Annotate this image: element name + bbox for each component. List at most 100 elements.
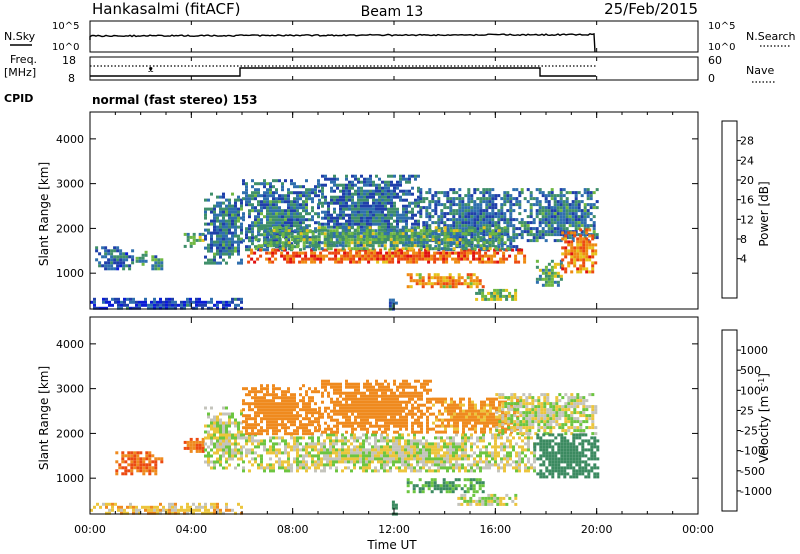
heatmap-cell <box>272 426 275 430</box>
heatmap-cell <box>386 433 389 437</box>
heatmap-cell <box>353 241 357 245</box>
heatmap-cell <box>467 232 471 236</box>
heatmap-cell <box>139 451 143 455</box>
heatmap-cell <box>210 219 213 223</box>
heatmap-cell <box>257 188 260 192</box>
heatmap-cell <box>186 300 189 304</box>
heatmap-cell <box>299 226 303 230</box>
heatmap-cell <box>360 243 363 247</box>
heatmap-cell <box>482 451 485 455</box>
heatmap-cell <box>475 297 479 301</box>
heatmap-cell <box>354 382 357 386</box>
heatmap-cell <box>494 442 497 446</box>
heatmap-cell <box>251 242 254 246</box>
heatmap-cell <box>556 209 560 213</box>
heatmap-cell <box>427 276 431 280</box>
heatmap-cell <box>491 454 494 458</box>
heatmap-cell <box>366 394 369 398</box>
heatmap-cell <box>482 215 486 219</box>
heatmap-cell <box>348 382 351 386</box>
heatmap-cell <box>311 218 314 222</box>
heatmap-cell <box>254 235 258 239</box>
heatmap-cell <box>425 224 429 228</box>
heatmap-cell <box>455 209 459 213</box>
heatmap-cell <box>135 303 138 307</box>
heatmap-cell <box>165 300 168 304</box>
heatmap-cell <box>219 454 222 458</box>
heatmap-cell <box>419 244 423 248</box>
noise-left-tick-top: 10^5 <box>52 21 79 32</box>
heatmap-cell <box>271 260 275 264</box>
heatmap-cell <box>509 200 513 204</box>
heatmap-cell <box>314 235 318 239</box>
heatmap-cell <box>354 192 357 196</box>
heatmap-cell <box>317 442 320 446</box>
heatmap-cell <box>195 437 199 441</box>
heatmap-cell <box>390 207 393 211</box>
heatmap-cell <box>201 306 204 310</box>
heatmap-cell <box>381 195 384 199</box>
heatmap-cell <box>321 400 324 404</box>
heatmap-cell <box>305 203 308 207</box>
heatmap-cell <box>377 460 380 464</box>
heatmap-cell <box>357 195 360 199</box>
heatmap-cell <box>365 454 368 458</box>
heatmap-cell <box>333 189 336 193</box>
heatmap-cell <box>397 251 401 255</box>
heatmap-cell <box>222 237 225 241</box>
heatmap-cell <box>576 258 580 262</box>
heatmap-cell <box>353 460 356 464</box>
heatmap-cell <box>461 238 465 242</box>
heatmap-cell <box>394 254 398 258</box>
heatmap-cell <box>389 244 393 248</box>
heatmap-cell <box>216 415 219 419</box>
heatmap-cell <box>302 408 305 412</box>
heatmap-cell <box>345 201 348 205</box>
heatmap-cell <box>526 215 530 219</box>
heatmap-cell <box>305 218 308 222</box>
heatmap-cell <box>242 191 245 195</box>
heatmap-cell <box>275 423 278 427</box>
heatmap-cell <box>333 210 336 214</box>
heatmap-cell <box>254 457 257 461</box>
heatmap-cell <box>478 254 482 258</box>
heatmap-cell <box>591 261 595 265</box>
heatmap-cell <box>416 469 419 473</box>
heatmap-cell <box>248 239 251 243</box>
heatmap-cell <box>433 257 437 261</box>
heatmap-cell <box>497 454 500 458</box>
heatmap-cell <box>390 213 393 217</box>
heatmap-cell <box>339 216 342 220</box>
heatmap-cell <box>321 183 324 187</box>
heatmap-cell <box>452 457 455 461</box>
heatmap-cell <box>207 306 210 310</box>
heatmap-cell <box>154 264 158 268</box>
heatmap-cell <box>437 239 441 243</box>
heatmap-cell <box>547 280 551 284</box>
heatmap-cell <box>333 418 336 422</box>
heatmap-cell <box>418 276 422 280</box>
heatmap-cell <box>336 195 339 199</box>
heatmap-cell <box>317 206 320 210</box>
heatmap-cell <box>410 442 413 446</box>
heatmap-cell <box>421 276 425 280</box>
heatmap-cell <box>354 427 357 431</box>
heatmap-cell <box>350 241 354 245</box>
heatmap-cell <box>330 385 333 389</box>
heatmap-cell <box>497 248 501 252</box>
heatmap-cell <box>393 204 396 208</box>
heatmap-cell <box>470 436 473 440</box>
heatmap-cell <box>333 201 336 205</box>
heatmap-cell <box>290 463 293 467</box>
heatmap-cell <box>347 466 350 470</box>
heatmap-cell <box>363 225 366 229</box>
heatmap-cell <box>260 399 263 403</box>
heatmap-cell <box>573 249 577 253</box>
heatmap-cell <box>231 457 234 461</box>
heatmap-cell <box>290 209 293 213</box>
heatmap-cell <box>245 432 248 436</box>
heatmap-cell <box>458 238 462 242</box>
heatmap-cell <box>445 251 449 255</box>
heatmap-cell <box>405 192 408 196</box>
heatmap-cell <box>375 210 378 214</box>
